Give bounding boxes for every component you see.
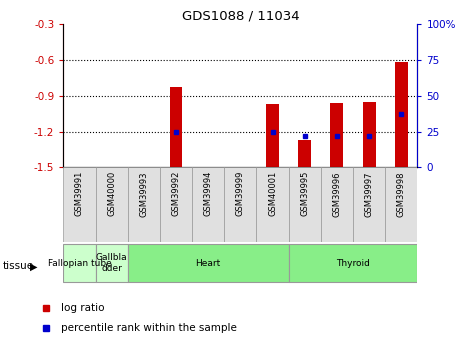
Text: log ratio: log ratio xyxy=(61,303,104,313)
FancyBboxPatch shape xyxy=(192,167,224,241)
Text: GSM39995: GSM39995 xyxy=(300,171,309,216)
FancyBboxPatch shape xyxy=(96,167,128,241)
Text: Heart: Heart xyxy=(196,258,221,268)
FancyBboxPatch shape xyxy=(224,167,257,241)
FancyBboxPatch shape xyxy=(96,244,128,283)
Text: GSM39994: GSM39994 xyxy=(204,171,212,216)
Bar xyxy=(170,87,182,167)
Text: percentile rank within the sample: percentile rank within the sample xyxy=(61,323,236,333)
Text: GSM39997: GSM39997 xyxy=(364,171,374,217)
Text: tissue: tissue xyxy=(2,262,33,271)
Text: GSM39992: GSM39992 xyxy=(172,171,181,216)
FancyBboxPatch shape xyxy=(385,167,417,241)
FancyBboxPatch shape xyxy=(288,244,417,283)
Text: Thyroid: Thyroid xyxy=(336,258,370,268)
Text: Gallbla
dder: Gallbla dder xyxy=(96,253,128,273)
FancyBboxPatch shape xyxy=(128,244,288,283)
Text: GSM39998: GSM39998 xyxy=(397,171,406,217)
FancyBboxPatch shape xyxy=(160,167,192,241)
FancyBboxPatch shape xyxy=(63,167,96,241)
FancyBboxPatch shape xyxy=(128,167,160,241)
Text: GSM39996: GSM39996 xyxy=(333,171,341,217)
Text: GSM39993: GSM39993 xyxy=(139,171,148,217)
FancyBboxPatch shape xyxy=(63,244,96,283)
FancyBboxPatch shape xyxy=(288,167,321,241)
Text: GSM39999: GSM39999 xyxy=(236,171,245,216)
Bar xyxy=(298,140,311,167)
Text: GSM39991: GSM39991 xyxy=(75,171,84,216)
FancyBboxPatch shape xyxy=(353,167,385,241)
Bar xyxy=(363,102,376,167)
Text: GSM40000: GSM40000 xyxy=(107,171,116,216)
Bar xyxy=(395,62,408,167)
Title: GDS1088 / 11034: GDS1088 / 11034 xyxy=(182,10,299,23)
Text: Fallopian tube: Fallopian tube xyxy=(47,258,111,268)
Text: ▶: ▶ xyxy=(30,262,37,271)
FancyBboxPatch shape xyxy=(257,167,288,241)
Bar xyxy=(266,104,279,167)
Bar xyxy=(331,103,343,167)
Text: GSM40001: GSM40001 xyxy=(268,171,277,216)
FancyBboxPatch shape xyxy=(321,167,353,241)
